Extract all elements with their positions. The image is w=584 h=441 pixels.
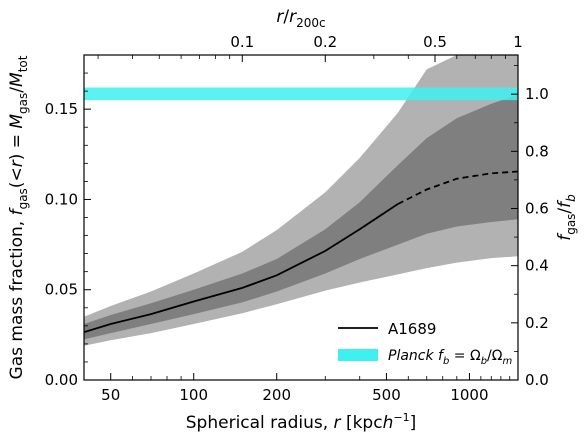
y-right-tick-label: 0.4 [525, 257, 549, 275]
y-right-tick-label: 0.0 [525, 371, 549, 389]
inner-band [84, 94, 518, 340]
x-tick-label: 50 [101, 386, 120, 404]
x-axis-label: Spherical radius, r [kpch−1] [186, 411, 416, 433]
outer-band [84, 55, 518, 346]
a1689-line [84, 203, 399, 334]
y-right-tick-label: 0.6 [525, 199, 549, 217]
legend: A1689 Planck fb = Ωb/Ωm [338, 320, 512, 367]
top-tick-label: 0.1 [230, 33, 254, 51]
top-axis-label: r/r200c [276, 7, 325, 30]
top-tick-label: 1 [513, 33, 523, 51]
planck-band [84, 87, 518, 101]
y-axis-label-right: fgas/fb [555, 194, 578, 241]
x-tick-label: 1000 [450, 386, 488, 404]
x-tick-label: 100 [179, 386, 208, 404]
y-tick-label: 0.15 [45, 100, 78, 118]
legend-label-planck: Planck fb = Ωb/Ωm [388, 348, 512, 367]
y-right-tick-label: 0.2 [525, 314, 549, 332]
a1689-dashed-line [397, 170, 518, 205]
y-tick-label: 0.10 [45, 190, 78, 208]
y-axis-label-left: Gas mass fraction, fgas(<r) = Mgas/Mtot [7, 55, 30, 379]
y-right-tick-label: 1.0 [525, 85, 549, 103]
plot-area [84, 55, 518, 346]
legend-label-a1689: A1689 [388, 320, 436, 338]
y-tick-label: 0.05 [45, 281, 78, 299]
x-tick-label: 500 [372, 386, 401, 404]
top-tick-label: 0.5 [423, 33, 447, 51]
top-tick-label: 0.2 [313, 33, 337, 51]
y-tick-label: 0.00 [45, 371, 78, 389]
legend-band-swatch [338, 349, 378, 361]
x-tick-label: 200 [262, 386, 291, 404]
y-right-tick-label: 0.8 [525, 142, 549, 160]
